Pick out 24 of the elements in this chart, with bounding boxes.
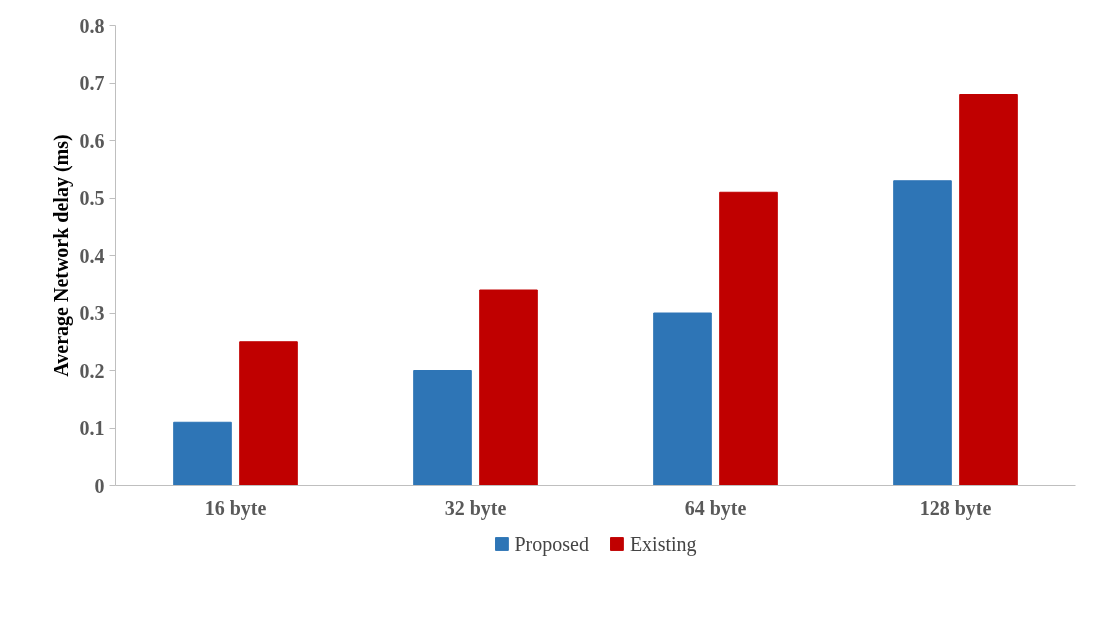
y-tick-label: 0.3 bbox=[79, 302, 105, 324]
legend-label: Existing bbox=[629, 532, 697, 555]
bar bbox=[653, 312, 712, 486]
y-tick-label: 0.5 bbox=[79, 187, 105, 209]
y-tick-label: 0.6 bbox=[79, 129, 105, 152]
y-tick-label: 0.8 bbox=[79, 14, 105, 37]
bar bbox=[479, 289, 538, 486]
y-tick-label: 0.2 bbox=[79, 359, 105, 382]
bar bbox=[893, 180, 952, 486]
bar bbox=[413, 370, 472, 486]
y-tick-label: 0.4 bbox=[79, 244, 105, 267]
bar bbox=[173, 421, 232, 486]
bar bbox=[959, 94, 1018, 486]
x-tick-label: 32 byte bbox=[444, 496, 507, 520]
y-tick-label: 0 bbox=[94, 474, 105, 497]
y-tick-label: 0.1 bbox=[79, 417, 105, 439]
bar bbox=[239, 341, 298, 486]
x-tick-label: 128 byte bbox=[919, 496, 992, 520]
y-axis-title: Average Network delay (ms) bbox=[49, 134, 73, 377]
y-tick-label: 0.7 bbox=[79, 72, 105, 94]
x-tick-label: 64 byte bbox=[684, 496, 747, 520]
legend-label: Proposed bbox=[514, 532, 589, 555]
x-tick-label: 16 byte bbox=[204, 496, 267, 520]
bar bbox=[719, 191, 778, 486]
